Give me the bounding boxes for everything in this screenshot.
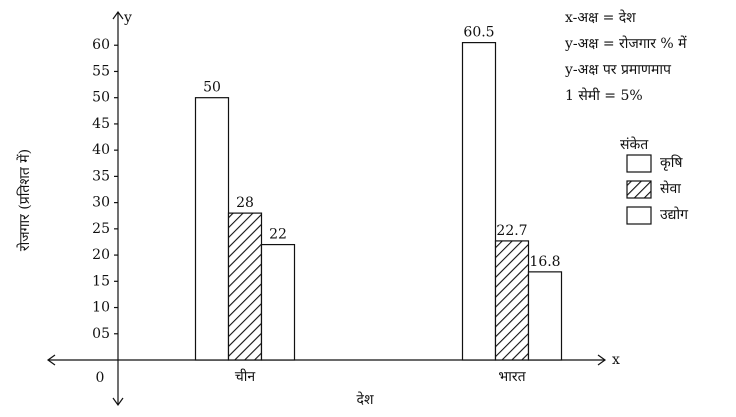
x-tick-label: भारत (498, 369, 526, 385)
note: y-अक्ष = रोजगार % में (564, 35, 687, 52)
legend-swatch (626, 206, 652, 225)
y-tick-label: 50 (92, 90, 110, 106)
y-tick-label: 15 (92, 273, 110, 289)
y-axis-letter: y (123, 10, 132, 26)
y-axis-title: रोजगार (प्रतिशत में) (16, 149, 33, 251)
bar (194, 97, 230, 361)
x-arrow-left (46, 354, 56, 366)
bar (461, 42, 497, 361)
value-label: 50 (203, 80, 221, 96)
note: y-अक्ष पर प्रमाणमाप (564, 62, 672, 78)
bar (227, 212, 263, 361)
y-tick-label: 30 (92, 195, 110, 211)
x-axis-title: देश (357, 391, 374, 408)
y-tick-label: 35 (92, 168, 110, 184)
legend-label: कृषि (660, 154, 683, 171)
y-tick-label: 55 (92, 63, 110, 79)
x-arrow (597, 354, 607, 366)
bar (260, 243, 296, 361)
legend-swatch (626, 154, 652, 173)
value-label: 28 (236, 195, 254, 211)
bar (494, 240, 530, 361)
value-label: 60.5 (463, 25, 494, 41)
value-label: 16.8 (529, 254, 560, 270)
y-tick-label: 25 (92, 221, 110, 237)
value-label: 22.7 (496, 223, 527, 239)
x-axis-letter: x (612, 352, 620, 368)
legend-label: सेवा (660, 180, 681, 197)
value-label: 22 (269, 227, 287, 243)
note: 1 सेमी = 5% (565, 87, 643, 104)
legend-swatch (626, 180, 652, 199)
bar (527, 271, 563, 361)
y-tick-label: 40 (92, 142, 110, 158)
y-tick-label: 45 (92, 116, 110, 132)
y-tick-label: 10 (92, 300, 110, 316)
y-arrow-down (112, 397, 124, 407)
legend-label: उद्योग (660, 206, 689, 223)
y-tick-label: 05 (92, 326, 110, 342)
y-tick-label: 0 (96, 370, 105, 386)
note: x-अक्ष = देश (565, 9, 636, 26)
y-arrow (112, 10, 124, 20)
y-tick-label: 60 (92, 37, 110, 53)
legend-title: संकेत (620, 136, 649, 153)
x-tick-label: चीन (235, 368, 256, 385)
y-tick-label: 20 (92, 247, 110, 263)
